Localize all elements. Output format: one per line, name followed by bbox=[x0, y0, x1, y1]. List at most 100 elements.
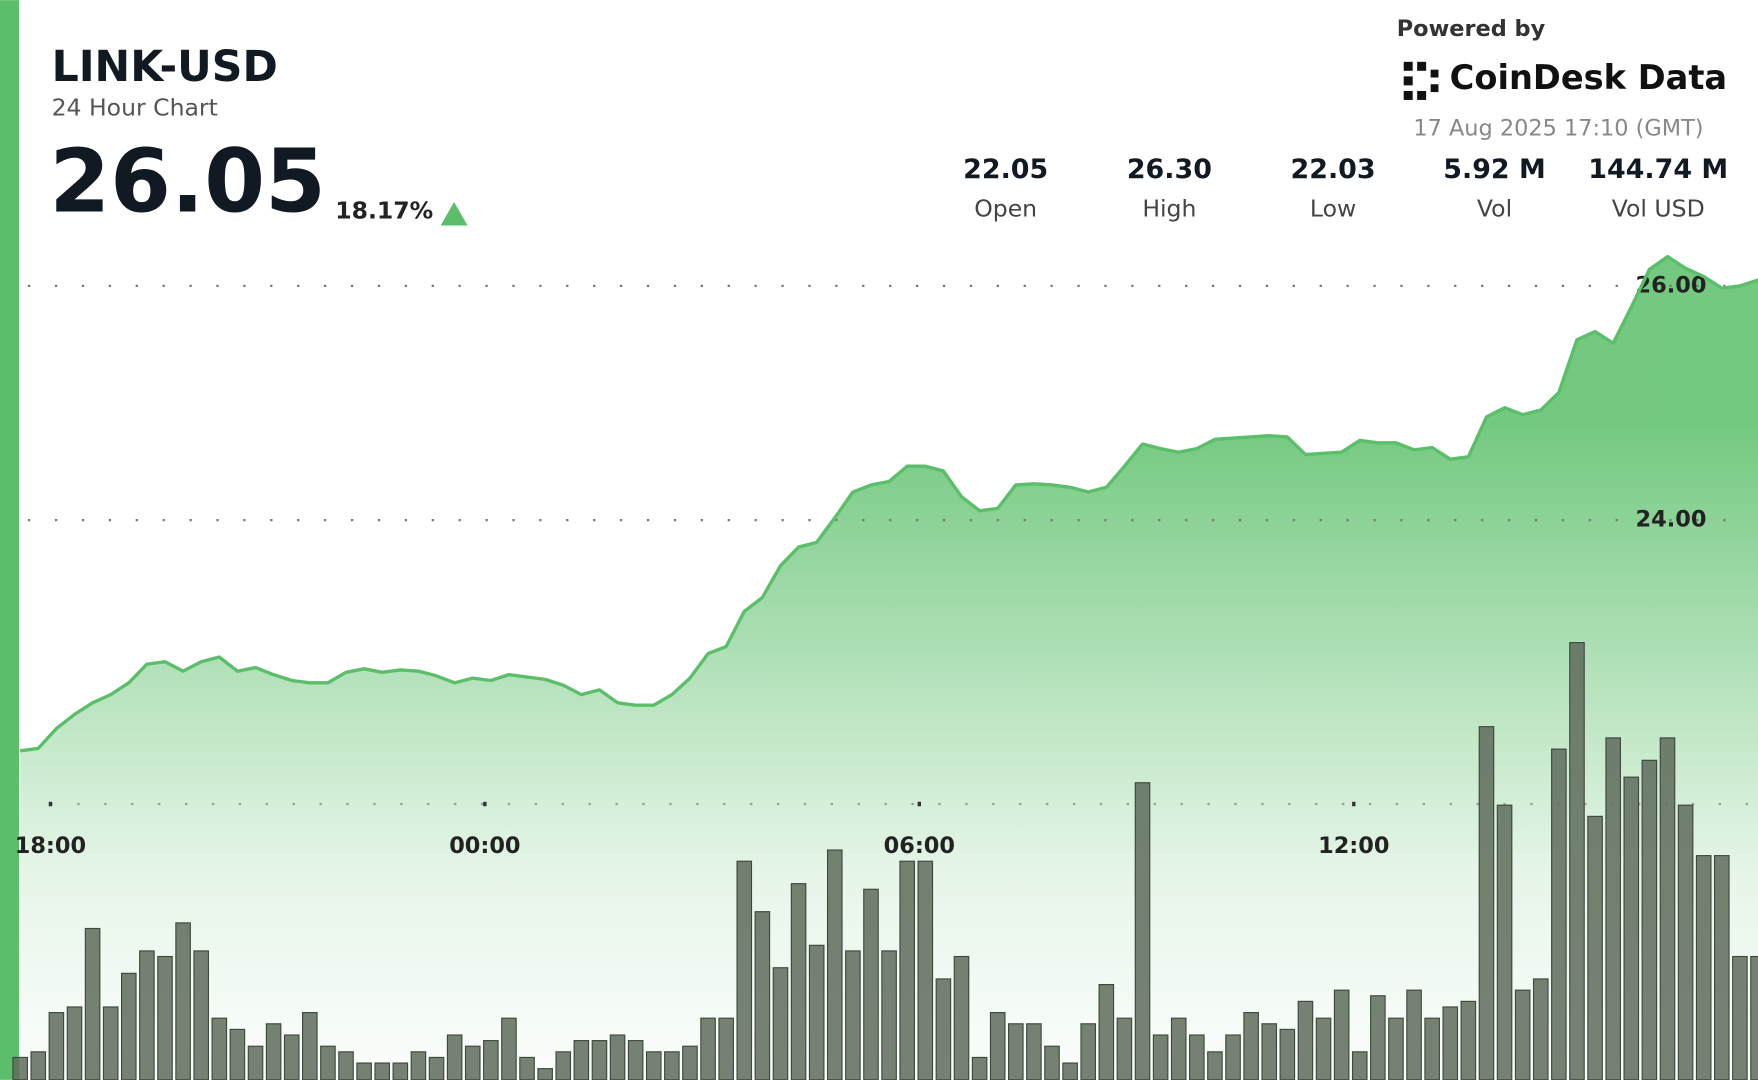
brand: CoinDesk Data bbox=[1450, 58, 1727, 97]
volume-bar bbox=[1623, 776, 1640, 1080]
powered-by: Powered by bbox=[1397, 16, 1546, 42]
price: 26.05 bbox=[49, 130, 326, 232]
x-tick-label: 18:00 bbox=[15, 833, 86, 859]
volume-bar bbox=[1532, 978, 1549, 1080]
volume-bar bbox=[193, 950, 210, 1080]
volume-bar bbox=[446, 1034, 463, 1080]
symbol: LINK-USD bbox=[52, 42, 278, 92]
volume-bar bbox=[1261, 1023, 1278, 1080]
volume-bar bbox=[1170, 1017, 1187, 1080]
volume-bar bbox=[483, 1040, 499, 1080]
volume-bar bbox=[1424, 1017, 1440, 1080]
volume-bar bbox=[718, 1017, 734, 1080]
x-tick-label: 00:00 bbox=[449, 833, 520, 859]
volume-bar bbox=[1351, 1051, 1368, 1080]
volume-bar bbox=[1152, 1034, 1169, 1080]
volume-bar bbox=[627, 1040, 644, 1080]
volume-bar bbox=[754, 911, 771, 1080]
volume-bar bbox=[1080, 1023, 1097, 1080]
stat-label: Vol USD bbox=[1612, 194, 1705, 222]
volume-bar bbox=[790, 883, 807, 1080]
volume-bar bbox=[265, 1023, 282, 1080]
volume-bar bbox=[1279, 1028, 1296, 1080]
stat-label: Vol bbox=[1477, 194, 1512, 222]
volume-bar bbox=[84, 927, 101, 1080]
volume-bar bbox=[772, 967, 789, 1080]
volume-bar bbox=[1514, 989, 1531, 1080]
volume-bar bbox=[664, 1051, 680, 1080]
volume-bar bbox=[1116, 1017, 1133, 1080]
volume-bar bbox=[591, 1040, 608, 1080]
volume-bar bbox=[537, 1068, 553, 1080]
volume-bar bbox=[573, 1040, 590, 1080]
volume-bar bbox=[139, 950, 155, 1080]
volume-bar bbox=[356, 1062, 372, 1080]
volume-bar bbox=[1008, 1023, 1024, 1080]
volume-bar bbox=[736, 860, 753, 1080]
volume-bar bbox=[1478, 726, 1495, 1080]
volume-bar bbox=[102, 1006, 119, 1080]
volume-bar bbox=[374, 1062, 391, 1080]
volume-bar bbox=[1189, 1034, 1205, 1080]
volume-bar bbox=[1442, 1006, 1459, 1080]
price-area bbox=[20, 256, 1758, 1080]
volume-bar bbox=[410, 1051, 427, 1080]
volume-bar bbox=[1044, 1045, 1060, 1080]
volume-bar bbox=[989, 1012, 1006, 1080]
volume-bar bbox=[1695, 855, 1712, 1080]
stats: 22.05 Open 26.30 High 22.03 Low 5.92 M Vol 144.7… bbox=[963, 154, 1728, 222]
volume-bar bbox=[917, 860, 934, 1080]
volume-bar bbox=[1297, 1000, 1314, 1080]
volume-bar bbox=[338, 1051, 354, 1080]
x-tick-label: 06:00 bbox=[884, 833, 955, 859]
volume-bar bbox=[175, 922, 191, 1080]
volume-bar bbox=[464, 1045, 481, 1080]
volume-bar bbox=[935, 978, 952, 1080]
stat-label: High bbox=[1142, 194, 1196, 222]
volume-bar bbox=[247, 1045, 264, 1080]
change: 18.17% bbox=[335, 197, 433, 225]
volume-bar bbox=[48, 1012, 65, 1080]
volume-bar bbox=[1551, 748, 1567, 1080]
volume-bar bbox=[1641, 759, 1658, 1080]
volume-bar bbox=[211, 1017, 228, 1080]
stat-value: 26.30 bbox=[1127, 154, 1212, 185]
volume-bar bbox=[555, 1051, 572, 1080]
volume-bar bbox=[1388, 1017, 1404, 1080]
volume-bar bbox=[808, 944, 825, 1080]
volume-bar bbox=[1587, 815, 1603, 1080]
volume-bar bbox=[519, 1056, 535, 1080]
volume-bar bbox=[609, 1034, 626, 1080]
accent-bar bbox=[0, 0, 20, 1080]
volume-bar bbox=[66, 1006, 83, 1080]
volume-bar bbox=[700, 1017, 716, 1080]
volume-bar bbox=[1098, 983, 1115, 1080]
volume-bar bbox=[30, 1051, 47, 1080]
volume-bar bbox=[12, 1056, 28, 1080]
subtitle: 24 Hour Chart bbox=[52, 93, 218, 121]
volume-bar bbox=[971, 1056, 988, 1080]
timestamp: 17 Aug 2025 17:10 (GMT) bbox=[1413, 116, 1703, 142]
price-line bbox=[19, 254, 1758, 753]
volume-bar bbox=[845, 950, 861, 1080]
volume-bar bbox=[428, 1056, 445, 1080]
volume-bar bbox=[899, 860, 915, 1080]
volume-bar bbox=[1062, 1062, 1078, 1080]
volume-bar bbox=[1315, 1017, 1332, 1080]
x-tick-label: 12:00 bbox=[1318, 833, 1389, 859]
stat-value: 5.92 M bbox=[1443, 154, 1545, 185]
volume-bar bbox=[1134, 782, 1151, 1080]
volume-bar bbox=[120, 972, 137, 1080]
volume-bar bbox=[826, 849, 843, 1080]
volume-bar bbox=[953, 955, 970, 1080]
volume-bar bbox=[157, 955, 173, 1080]
volume-bar bbox=[1732, 955, 1748, 1080]
volume-bar bbox=[1750, 955, 1758, 1080]
volume-bar bbox=[1370, 995, 1386, 1080]
volume-bar bbox=[1333, 989, 1350, 1080]
stat-label: Open bbox=[974, 194, 1037, 222]
volume-bar bbox=[283, 1034, 300, 1080]
